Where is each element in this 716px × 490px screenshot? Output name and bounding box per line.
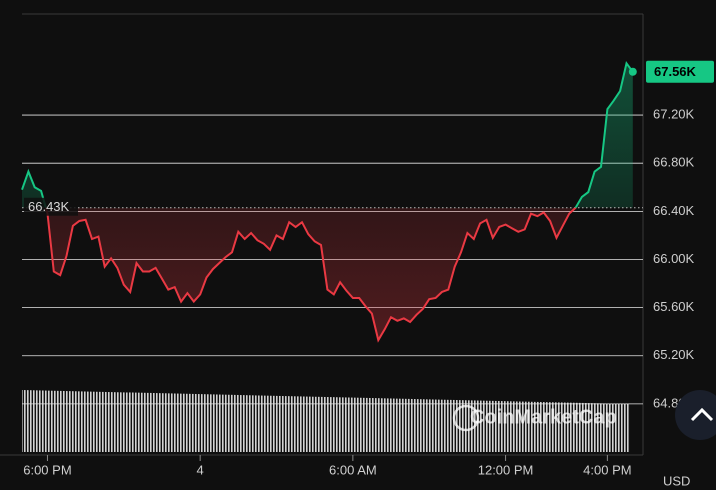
y-tick-label: 66.00K bbox=[653, 251, 695, 266]
x-tick-label: 6:00 AM bbox=[329, 462, 377, 477]
y-tick-label: 66.40K bbox=[653, 203, 695, 218]
baseline-label: 66.43K bbox=[28, 199, 70, 214]
area-down bbox=[22, 207, 633, 341]
baseline-label-bg bbox=[24, 197, 78, 216]
scroll-up-button[interactable] bbox=[675, 390, 716, 440]
last-point bbox=[628, 67, 637, 76]
x-tick-label: 6:00 PM bbox=[23, 462, 71, 477]
price-line-down bbox=[44, 207, 577, 343]
currency-label: USD bbox=[663, 473, 690, 488]
y-tick-label: 65.60K bbox=[653, 299, 695, 314]
current-price-tag bbox=[646, 60, 714, 83]
y-tick-label: 67.20K bbox=[653, 107, 695, 122]
y-tick-label: 65.20K bbox=[653, 347, 695, 362]
watermark: CoinMarketCap bbox=[470, 406, 617, 428]
y-tick-label: 66.80K bbox=[653, 155, 695, 170]
watermark-logo bbox=[452, 404, 480, 432]
x-tick-label: 12:00 PM bbox=[478, 462, 534, 477]
current-price-label: 67.56K bbox=[654, 64, 697, 79]
volume-bars bbox=[22, 390, 630, 452]
x-tick-label: 4:00 PM bbox=[583, 462, 631, 477]
x-tick-label: 4 bbox=[197, 462, 204, 477]
